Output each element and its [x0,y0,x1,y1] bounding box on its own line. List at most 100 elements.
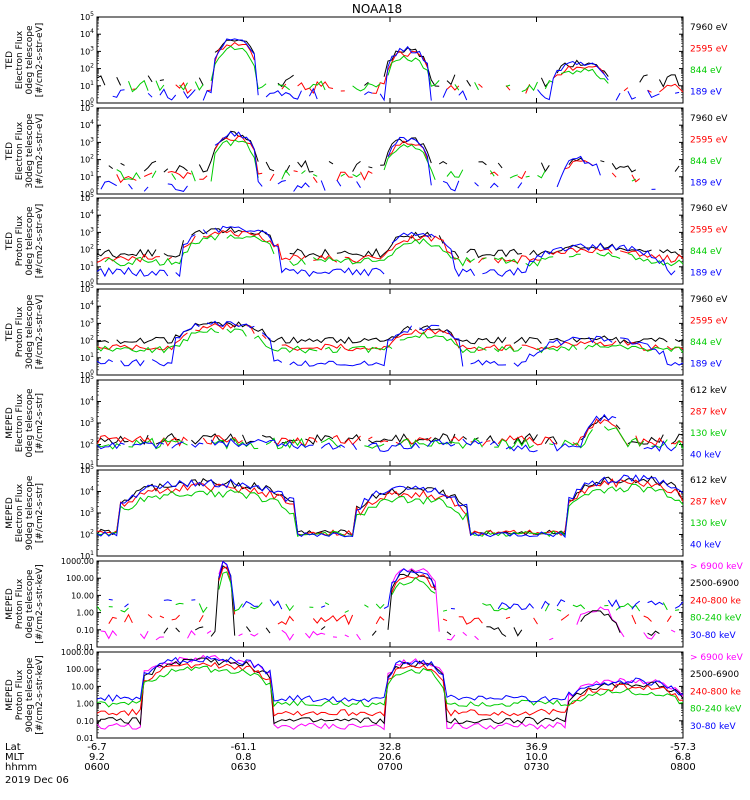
legend-entry: 2500-6900 [690,579,739,589]
legend-entry: 30-80 keV [690,722,736,732]
y-tick-label: 105 [80,11,94,22]
y-axis-label: 0deg telescope [25,25,35,95]
series-line-30-80-kev [108,560,684,611]
y-axis-label: Proton Flux [15,578,25,629]
y-tick-label: 0.01 [76,734,94,743]
legend-entry: 287 keV [690,498,727,508]
y-tick-label: 102 [80,154,94,165]
series-line-189-ev [96,225,676,278]
panel-frame [96,651,684,739]
y-axis-label: TED [5,323,15,342]
y-tick-label: 102 [80,63,94,74]
panel-frame [96,288,684,376]
x-tick-label-lat: -6.7 [87,742,107,753]
x-tick-label-hhmm: 0600 [84,762,109,773]
legend-entry: 2500-6900 [690,670,739,680]
series-line-189-ev [101,132,683,192]
x-tick-label-lat: -57.3 [670,742,696,753]
panel-5: 101 102 103 104 105 MEPED Electron Flux 0deg te… [5,374,727,471]
y-tick-label: 1.00 [76,700,94,709]
legend-entry: 844 eV [690,247,723,257]
series-line-189-ev [96,320,684,367]
x-tick-label-mlt: 0.8 [236,752,252,763]
series-line-189-ev [112,38,680,102]
y-axis-label: MEPED [5,407,15,439]
y-tick-label: 105 [80,192,94,203]
y-tick-label: 101 [80,460,94,471]
series-line--6900-kev [100,560,676,641]
legend-entry: > 6900 keV [690,562,744,572]
y-tick-label: 101 [80,352,94,363]
y-axis-label: [#/cm2-s-str-eV] [35,114,45,189]
y-tick-label: 105 [80,464,94,475]
legend-entry: 130 keV [690,519,727,529]
y-tick-label: 102 [80,439,94,450]
y-tick-label: 100 [80,188,94,199]
series-line-7960-ev [96,226,684,259]
time-axis-row-label: Lat [5,742,21,753]
legend-entry: 612 keV [690,386,727,396]
x-tick-label-lat: 36.9 [525,742,547,753]
series-line-287-kev [96,478,684,537]
legend-entry: 612 keV [690,476,727,486]
y-axis-label: MEPED [5,588,15,620]
legend-entry: 7960 eV [690,23,728,33]
series-line-844-ev [117,140,675,181]
x-tick-label-mlt: 10.0 [525,752,547,763]
legend-entry: 2595 eV [690,317,728,327]
y-tick-label: 100 [80,97,94,108]
x-tick-label-lat: 32.8 [379,742,401,753]
y-axis-label: 0deg telescope [25,388,35,458]
series-line-7960-ev [96,321,684,345]
panel-8: 0.01 0.10 1.00 10.00 100.00 1000.00 MEPED Proto… [5,648,744,743]
y-tick-label: 103 [80,45,94,56]
y-tick-label: 104 [80,396,94,407]
series-line-2595-ev [117,136,679,183]
legend-entry: 40 keV [690,451,722,461]
y-axis-label: 0deg telescope [25,569,35,639]
series-line-2500-6900 [164,566,683,637]
series-line-40-kev [96,474,684,539]
series-line-240-800-ke [108,566,672,626]
x-tick-label-mlt: 6.8 [675,752,691,763]
y-axis-label: Electron Flux [15,30,25,89]
time-axis-row-label: MLT [5,752,25,763]
y-tick-label: 100.00 [66,665,94,674]
panel-3: 100 101 102 103 104 105 TED Proton Flux 0deg tel… [5,192,728,289]
legend-entry: 130 keV [690,429,727,439]
y-tick-label: 0.01 [76,643,94,652]
legend-entry: 240-800 ke [690,687,741,697]
series-line-240-800-ke [96,661,683,718]
legend-entry: 30-80 keV [690,631,736,641]
y-axis-label: 0deg telescope [25,206,35,276]
legend-entry: 7960 eV [690,204,728,214]
y-tick-label: 104 [80,28,94,39]
y-axis-label: 30deg telescope [25,294,35,369]
series-line-130-kev [96,483,684,537]
date-label: 2019 Dec 06 [5,775,69,786]
legend-entry: 287 keV [690,408,727,418]
y-tick-label: 104 [80,209,94,220]
series-line-287-kev [96,418,684,448]
series-line-844-ev [104,234,684,267]
series-line-80-240-kev [96,665,684,708]
y-axis-label: TED [5,142,15,161]
series-line--6900-kev [96,654,684,731]
y-tick-label: 105 [80,283,94,294]
series-line-7960-ev [96,39,680,88]
y-axis-label: [#/cm2-s-str] [35,483,45,543]
legend-entry: 2595 eV [690,226,728,236]
y-tick-label: 103 [80,226,94,237]
y-axis-label: MEPED [5,497,15,529]
x-tick-label-lat: -61.1 [231,742,257,753]
y-tick-label: 10.00 [71,682,94,691]
y-tick-label: 102 [80,529,94,540]
y-tick-label: 100 [80,369,94,380]
y-axis-label: 30deg telescope [25,113,35,188]
legend-entry: 844 eV [690,66,723,76]
series-line-2595-ev [132,41,684,95]
y-axis-label: TED [5,232,15,251]
series-line-40-kev [97,415,683,452]
legend-entry: 844 eV [690,338,723,348]
